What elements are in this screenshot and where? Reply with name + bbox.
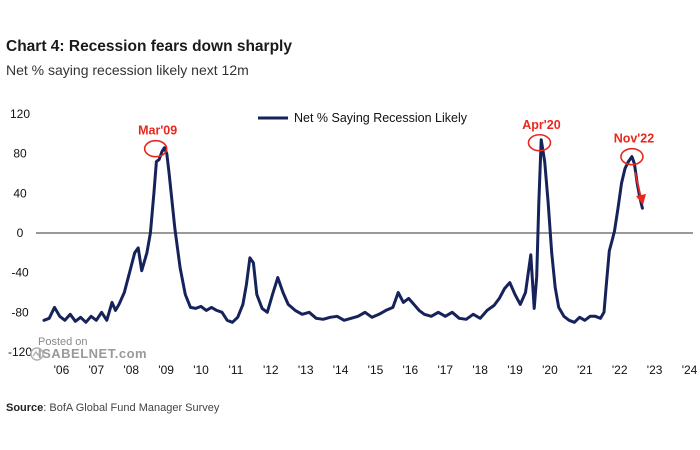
source-text: : BofA Global Fund Manager Survey (43, 402, 220, 414)
x-tick-label: '07 (89, 363, 105, 377)
legend-label: Net % Saying Recession Likely (294, 111, 468, 125)
annotation-label: Nov'22 (614, 132, 655, 146)
annotation-ellipse (527, 133, 552, 152)
x-axis-ticks: '06 '07 '08 '09 '10 '11 '12 '13 '14 '15 '16 '17 '18 '… (54, 363, 698, 377)
legend: Net % Saying Recession Likely (258, 111, 468, 125)
annotations: Mar'09 Apr'20 Nov'22 (138, 118, 655, 166)
x-tick-label: '11 (229, 363, 244, 377)
y-axis-ticks: 120 80 40 0 -40 -80 -120 (8, 107, 32, 359)
x-tick-label: '16 (403, 363, 419, 377)
page-title: Chart 4: Recession fears down sharply (6, 38, 292, 55)
annotation-label: Apr'20 (522, 118, 560, 132)
source-label: Source (6, 402, 44, 414)
x-tick-label: '23 (647, 363, 663, 377)
x-tick-label: '18 (472, 363, 488, 377)
annotation-ellipse (620, 147, 644, 166)
y-tick-label: 0 (17, 226, 24, 240)
page-subtitle: Net % saying recession likely next 12m (6, 62, 249, 78)
watermark-line1: Posted on (38, 336, 88, 348)
y-tick-label: -120 (8, 345, 32, 359)
x-tick-label: '22 (612, 363, 628, 377)
series-line (42, 138, 644, 324)
x-tick-label: '24 (682, 363, 698, 377)
isabelnet-logo-icon (30, 347, 44, 361)
line-chart: 120 80 40 0 -40 -80 -120 '06 '07 '08 '09 '10 '11 '12… (8, 107, 698, 377)
source-note: Source: BofA Global Fund Manager Survey (6, 402, 219, 414)
x-tick-label: '13 (298, 363, 314, 377)
x-tick-label: '06 (54, 363, 70, 377)
annotation-ellipse (143, 139, 168, 158)
y-tick-label: -40 (11, 266, 29, 280)
y-tick-label: 80 (13, 147, 27, 161)
x-tick-label: '17 (437, 363, 453, 377)
annotation-label: Mar'09 (138, 124, 177, 138)
x-tick-label: '12 (263, 363, 279, 377)
x-tick-label: '10 (193, 363, 209, 377)
x-tick-label: '14 (333, 363, 349, 377)
arrow-head (636, 194, 646, 205)
y-tick-label: 40 (13, 186, 27, 200)
y-tick-label: -80 (11, 305, 29, 319)
watermark: Posted on ISABELNET.com (30, 336, 148, 361)
y-tick-label: 120 (10, 107, 30, 121)
watermark-brand: ISABELNET.com (38, 346, 148, 361)
x-tick-label: '19 (507, 363, 523, 377)
arrow-shaft (634, 171, 642, 199)
x-tick-label: '08 (123, 363, 139, 377)
x-tick-label: '09 (158, 363, 174, 377)
down-arrow (634, 171, 646, 205)
x-tick-label: '15 (368, 363, 384, 377)
x-tick-label: '20 (542, 363, 558, 377)
x-tick-label: '21 (577, 363, 593, 377)
